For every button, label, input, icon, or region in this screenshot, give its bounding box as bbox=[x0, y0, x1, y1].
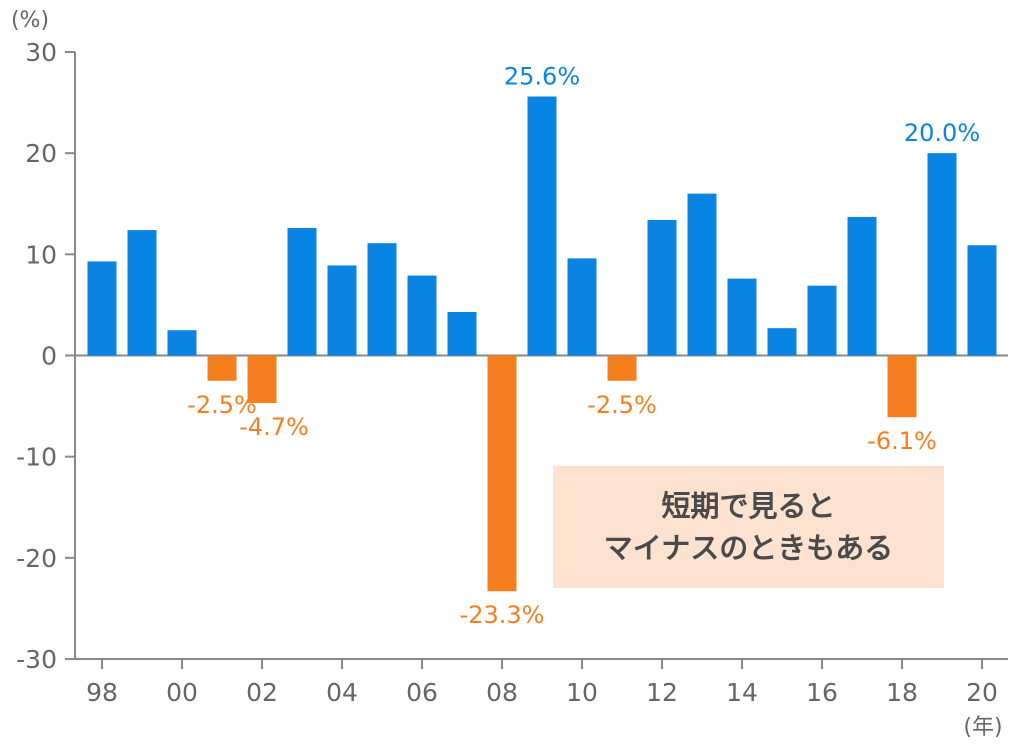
x-tick-label: 00 bbox=[166, 678, 198, 707]
bar-07 bbox=[447, 311, 477, 356]
y-tick-label: 0 bbox=[41, 342, 57, 371]
x-tick-label: 12 bbox=[646, 678, 678, 707]
data-label-18: -6.1% bbox=[867, 427, 937, 455]
annotation-line-2: マイナスのときもある bbox=[603, 531, 894, 565]
bar-06 bbox=[407, 275, 437, 356]
data-label-02: -4.7% bbox=[239, 413, 309, 441]
bar-18 bbox=[887, 355, 917, 418]
x-tick-label: 20 bbox=[966, 678, 998, 707]
bar-19 bbox=[927, 153, 957, 356]
y-tick-label: 10 bbox=[25, 240, 57, 269]
bar-13 bbox=[687, 193, 717, 356]
bar-05 bbox=[367, 243, 397, 356]
data-labels: -2.5%-4.7%-23.3%25.6%-2.5%-6.1%20.0% bbox=[187, 63, 980, 630]
bar-12 bbox=[647, 219, 677, 356]
bar-14 bbox=[727, 278, 757, 356]
y-tick-label: -20 bbox=[16, 544, 57, 573]
bar-08 bbox=[487, 355, 517, 592]
y-tick-label: 30 bbox=[25, 38, 57, 67]
bar-11 bbox=[607, 355, 637, 381]
bar-09 bbox=[527, 96, 557, 356]
y-tick-label: 20 bbox=[25, 139, 57, 168]
x-tick-label: 14 bbox=[726, 678, 758, 707]
bar-98 bbox=[87, 261, 117, 356]
bar-17 bbox=[847, 216, 877, 356]
y-tick-label: -30 bbox=[16, 645, 57, 674]
bar-15 bbox=[767, 328, 797, 356]
bar-99 bbox=[127, 230, 157, 356]
x-tick-label: 10 bbox=[566, 678, 598, 707]
bar-03 bbox=[287, 228, 317, 356]
bar-01 bbox=[207, 355, 237, 381]
x-tick-label: 98 bbox=[86, 678, 118, 707]
y-axis-unit: (%) bbox=[11, 8, 49, 33]
y-tick-label: -10 bbox=[16, 443, 57, 472]
x-tick-label: 18 bbox=[886, 678, 918, 707]
x-tick-label: 04 bbox=[326, 678, 358, 707]
bars bbox=[87, 96, 997, 592]
data-label-01: -2.5% bbox=[187, 391, 257, 419]
bar-00 bbox=[167, 330, 197, 356]
annotation-line-1: 短期で見ると bbox=[661, 488, 836, 523]
bar-02 bbox=[247, 355, 277, 404]
x-tick-label: 02 bbox=[246, 678, 278, 707]
data-label-09: 25.6% bbox=[504, 63, 580, 91]
x-tick-label: 08 bbox=[486, 678, 518, 707]
data-label-11: -2.5% bbox=[587, 391, 657, 419]
x-tick-label: 16 bbox=[806, 678, 838, 707]
x-tick-label: 06 bbox=[406, 678, 438, 707]
bar-10 bbox=[567, 258, 597, 356]
annotation-box: 短期で見ると マイナスのときもある bbox=[553, 466, 944, 588]
data-label-08: -23.3% bbox=[460, 601, 545, 629]
x-axis-unit: (年) bbox=[963, 715, 1002, 740]
bar-20 bbox=[967, 245, 997, 356]
bar-04 bbox=[327, 265, 357, 356]
data-label-19: 20.0% bbox=[904, 119, 980, 147]
bar-16 bbox=[807, 285, 837, 356]
